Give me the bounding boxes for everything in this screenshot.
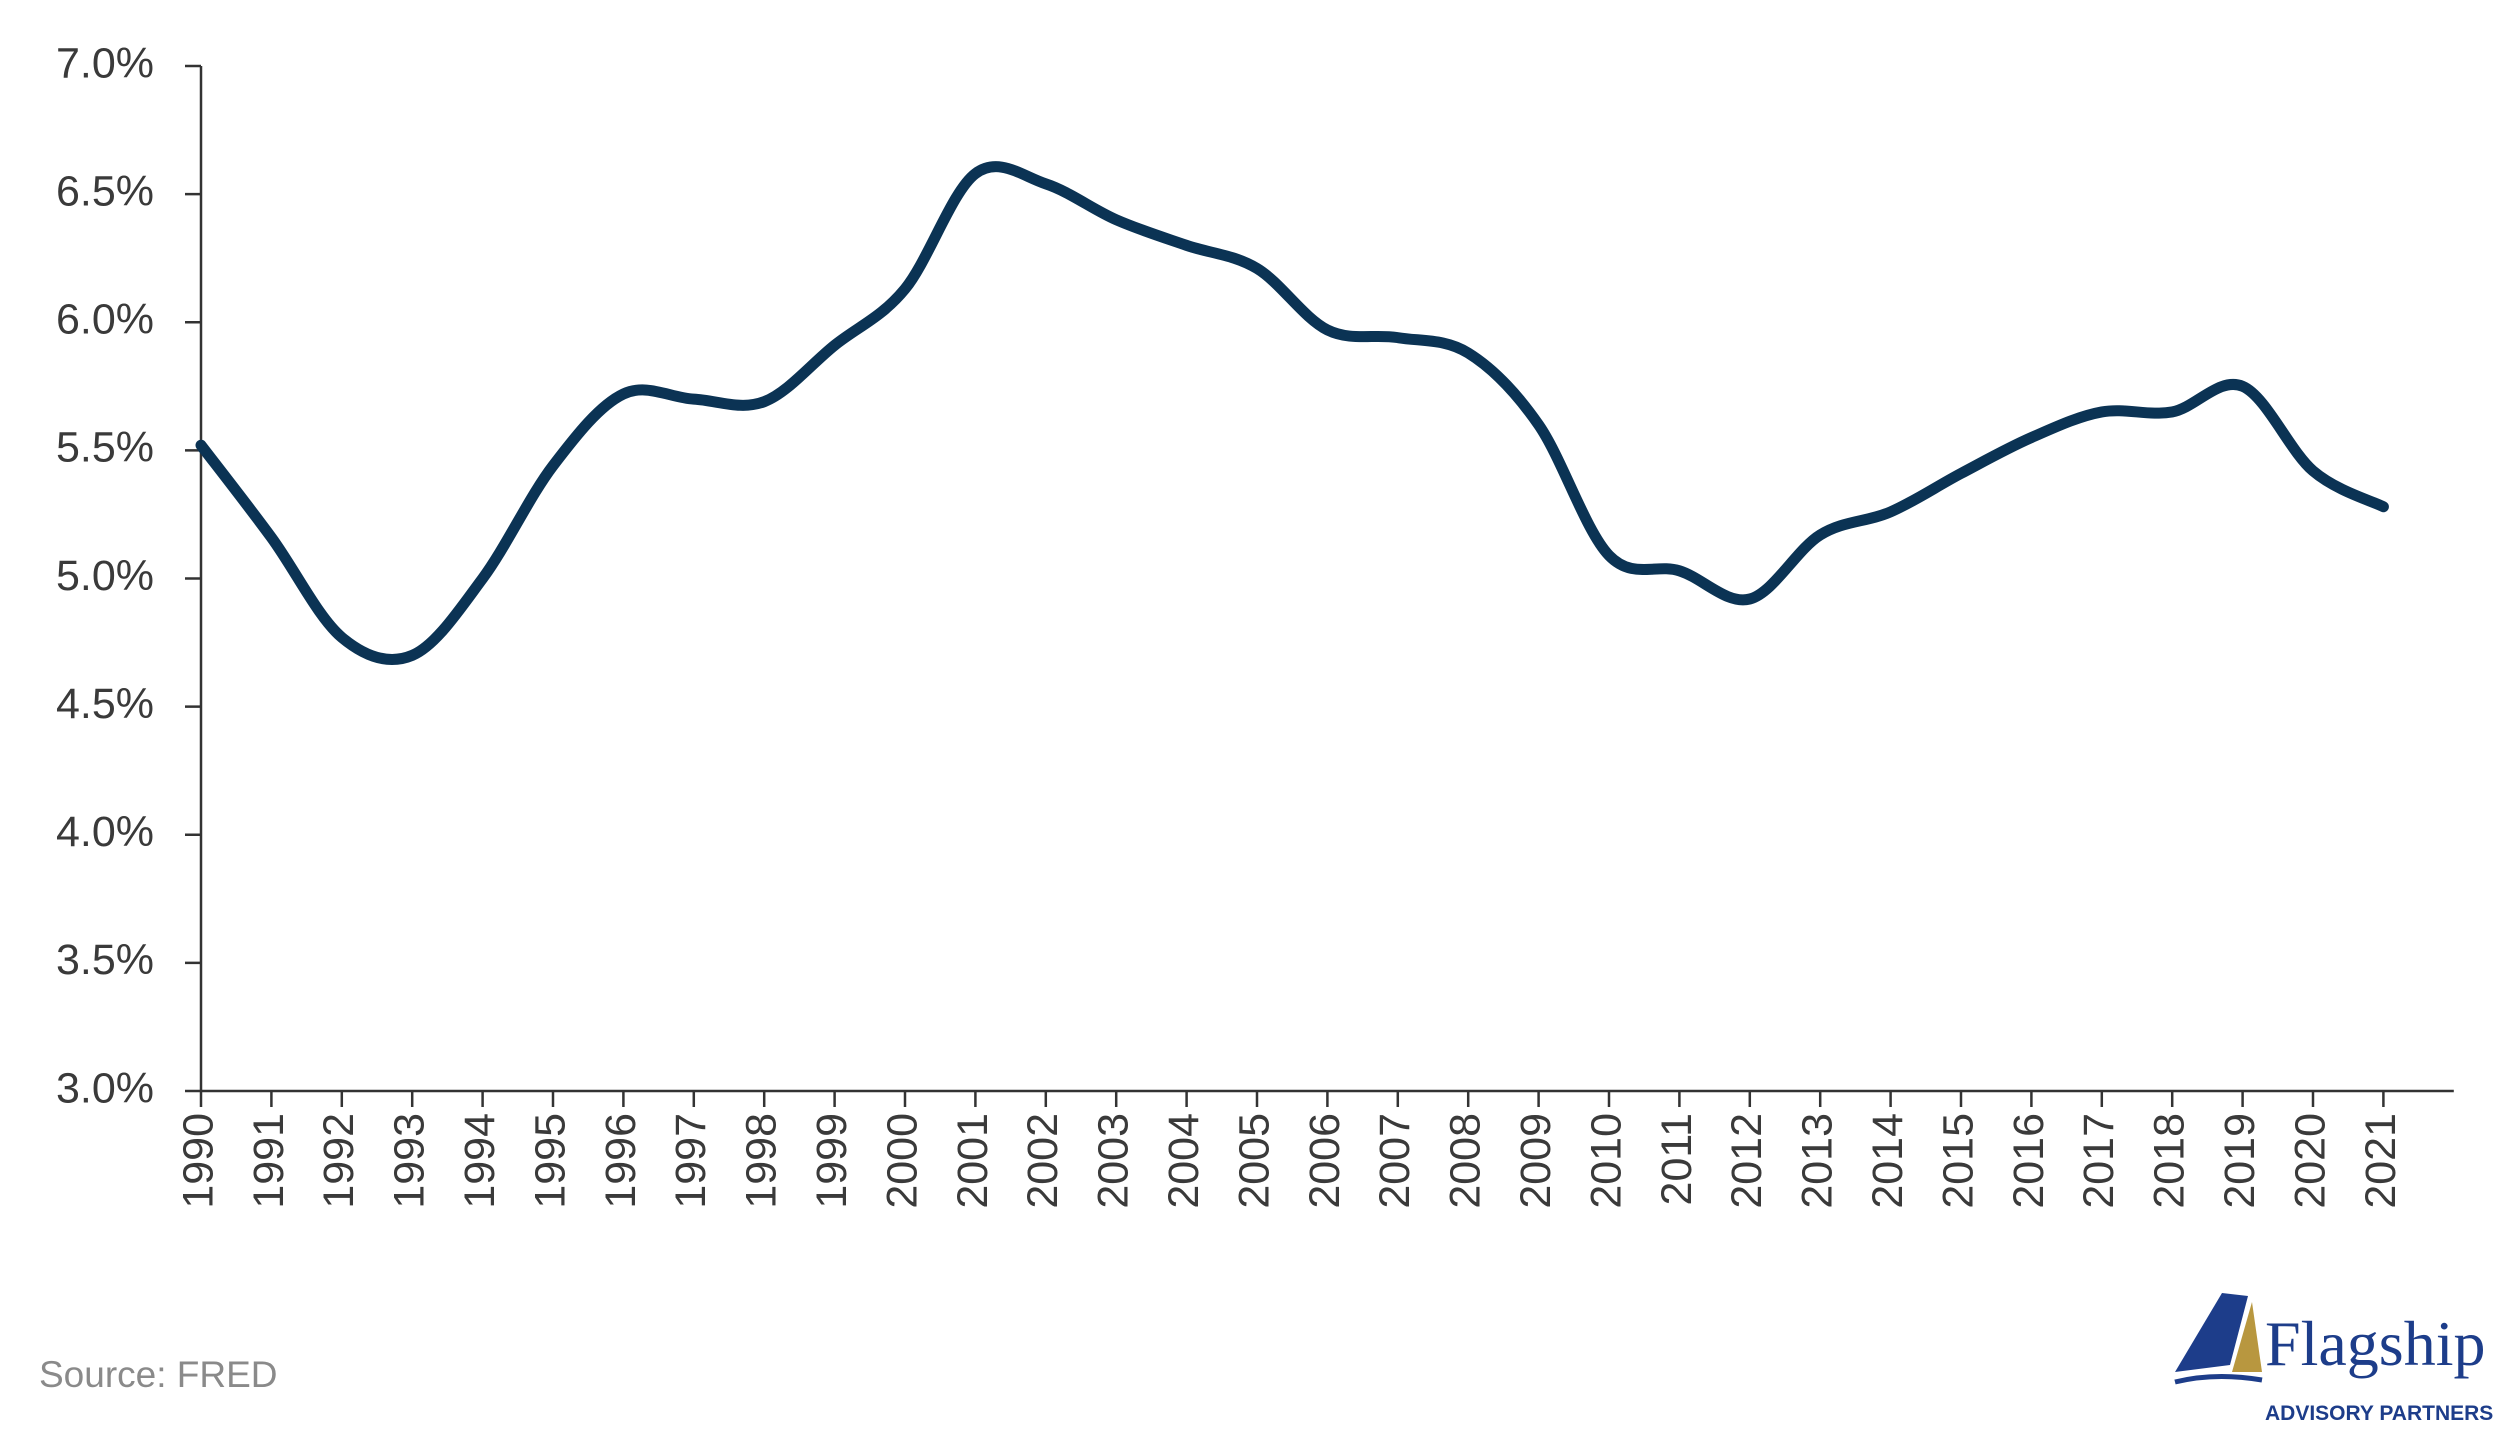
y-tick-label: 6.5% — [56, 167, 154, 215]
logo-sail — [2232, 1302, 2262, 1372]
x-tick-label: 1996 — [597, 1113, 645, 1209]
x-tick-label: 2003 — [1090, 1113, 1138, 1209]
source-note: Source: FRED — [39, 1354, 278, 1395]
y-tick-label: 4.0% — [56, 808, 154, 856]
y-tick-label: 3.0% — [56, 1064, 154, 1112]
logo-sail — [2175, 1293, 2248, 1372]
x-tick-label: 2021 — [2357, 1113, 2405, 1209]
x-tick-label: 2012 — [1723, 1113, 1771, 1209]
x-tick-label: 2013 — [1794, 1113, 1842, 1209]
x-tick-label: 2010 — [1582, 1113, 1630, 1209]
x-tick-label: 1992 — [315, 1113, 363, 1209]
x-tick-label: 2009 — [1512, 1113, 1560, 1209]
x-tick-label: 2016 — [2005, 1113, 2053, 1209]
y-tick-label: 5.0% — [56, 552, 154, 600]
logo: Flagship ADVISORY PARTNERS — [2174, 1293, 2493, 1425]
x-tick-label: 1995 — [526, 1113, 574, 1209]
x-tick-label: 1997 — [667, 1113, 715, 1209]
x-tick-label: 1998 — [738, 1113, 786, 1209]
x-tick-label: 2006 — [1301, 1113, 1349, 1209]
logo-tagline: ADVISORY PARTNERS — [2265, 1402, 2493, 1425]
x-tick-label: 2020 — [2286, 1113, 2334, 1209]
x-tick-label: 1994 — [456, 1113, 504, 1209]
y-tick-label: 7.0% — [56, 39, 154, 87]
x-tick-label: 2018 — [2146, 1113, 2194, 1209]
x-tick-label: 2015 — [1934, 1113, 1982, 1209]
x-tick-label: 1991 — [245, 1113, 293, 1209]
x-tick-label: 1993 — [386, 1113, 434, 1209]
x-tick-label: 1990 — [174, 1113, 222, 1209]
x-tick-label: 2008 — [1442, 1113, 1490, 1209]
x-tick-label: 2005 — [1230, 1113, 1278, 1209]
x-tick-label: 2001 — [949, 1113, 997, 1209]
y-tick-label: 5.5% — [56, 424, 154, 472]
x-tick-label: 2014 — [1864, 1113, 1912, 1209]
x-tick-label: 2004 — [1160, 1113, 1208, 1209]
y-tick-label: 3.5% — [56, 936, 154, 984]
x-tick-label: 2000 — [878, 1113, 926, 1209]
x-tick-label: 2002 — [1019, 1113, 1067, 1209]
x-tick-label: 2007 — [1371, 1113, 1419, 1209]
logo-wave — [2174, 1373, 2263, 1385]
x-tick-label: 2017 — [2075, 1113, 2123, 1209]
logo-name: Flagship — [2265, 1308, 2485, 1379]
x-tick-label: 1999 — [808, 1113, 856, 1209]
y-tick-label: 6.0% — [56, 296, 154, 344]
data-line — [195, 161, 2389, 665]
y-tick-label: 4.5% — [56, 680, 154, 728]
x-tick-label: 2011 — [1653, 1113, 1701, 1205]
x-tick-label: 2019 — [2216, 1113, 2264, 1209]
